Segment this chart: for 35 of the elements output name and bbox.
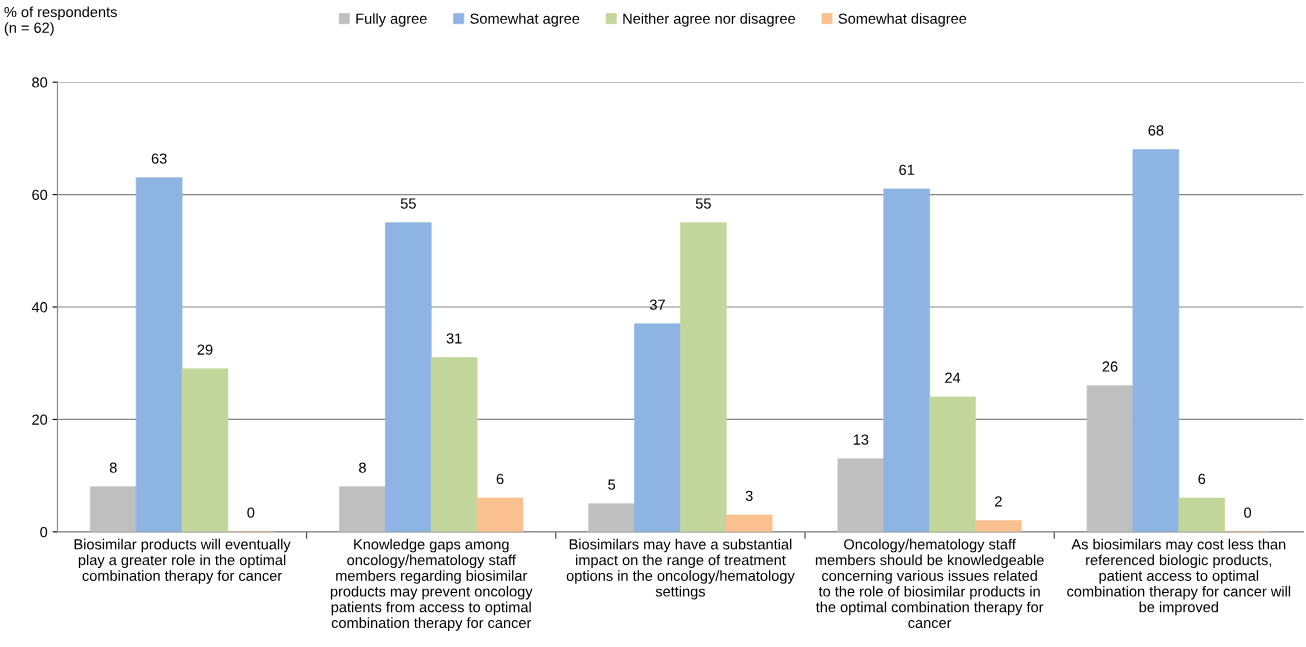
data-label: 6 [496, 473, 504, 485]
data-label: 13 [853, 434, 869, 445]
data-label: 6 [1198, 473, 1206, 485]
data-label: 5 [608, 479, 616, 490]
y-tick-label: 40 [31, 302, 48, 313]
data-label: 37 [649, 299, 665, 310]
y-tick-label: 20 [32, 414, 48, 425]
y-axis-title: % of respondents (n = 62) [4, 6, 117, 36]
legend-label: Neither agree nor disagree [623, 13, 796, 27]
data-label: 29 [197, 344, 213, 355]
data-label: 26 [1102, 361, 1118, 372]
x-tick-label: Biosimilar products will eventually play a greater role in the optimal combination therapy for cancer [74, 538, 291, 584]
x-tick-label: Oncology/hematology staff members should be knowledgeable concerning various issues related to the role of biosimilar products in the optimal combination therapy for cancer [815, 538, 1044, 629]
data-label: 0 [247, 507, 255, 518]
data-label: 63 [151, 153, 167, 164]
x-tick-label: Knowledge gaps among oncology/hematology staff members regarding biosimilar products may prevent oncology patients from access to optimal combination therapy for cancer [330, 538, 533, 631]
data-label: 61 [899, 164, 915, 175]
y-tick-label: 0 [40, 526, 48, 538]
legend-label: Somewhat disagree [838, 13, 967, 27]
y-tick-label: 60 [32, 189, 48, 201]
x-tick-label: As biosimilars may cost less than referenced biologic products, patient access to optimal combination therapy for cancer will be improved [1067, 538, 1291, 616]
data-label: 55 [695, 198, 711, 209]
data-label: 31 [446, 333, 462, 344]
data-label: 68 [1148, 125, 1164, 136]
data-label: 24 [945, 372, 961, 383]
legend-label: Somewhat agree [470, 13, 580, 27]
data-label: 3 [745, 490, 753, 501]
x-tick-label: Biosimilars may have a substantial impact on the range of treatment options in the oncology/hematology settings [566, 538, 795, 600]
data-label: 0 [1244, 507, 1252, 518]
y-tick-label: 80 [32, 77, 48, 88]
data-label: 2 [995, 496, 1002, 507]
data-label: 8 [359, 462, 366, 473]
data-label: 55 [400, 198, 416, 209]
data-label: 8 [109, 462, 117, 473]
legend-label: Fully agree [356, 13, 427, 27]
